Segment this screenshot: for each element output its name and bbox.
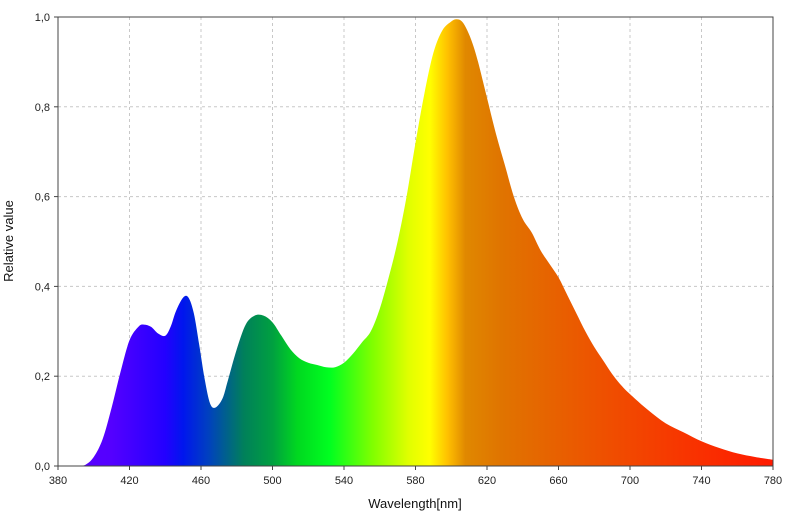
- y-tick-label: 0,2: [35, 371, 50, 383]
- x-axis: 380 420 460 500 540 580 620 660 700 740 780: [49, 466, 782, 487]
- x-tick-label: 500: [263, 475, 281, 487]
- x-tick-label: 380: [49, 475, 67, 487]
- x-tick-label: 700: [621, 475, 639, 487]
- y-axis: 0,0 0,2 0,4 0,6 0,8 1,0: [35, 12, 58, 473]
- x-tick-label: 620: [478, 475, 496, 487]
- x-tick-label: 780: [764, 475, 782, 487]
- x-tick-label: 420: [120, 475, 138, 487]
- x-tick-label: 460: [192, 475, 210, 487]
- y-tick-label: 0,6: [35, 192, 50, 204]
- y-tick-label: 0,8: [35, 102, 50, 114]
- y-tick-label: 0,4: [35, 281, 50, 293]
- x-tick-label: 580: [406, 475, 424, 487]
- y-tick-label: 1,0: [35, 12, 50, 24]
- x-tick-label: 660: [549, 475, 567, 487]
- x-tick-label: 540: [335, 475, 353, 487]
- y-axis-title: Relative value: [1, 200, 16, 282]
- x-tick-label: 740: [692, 475, 710, 487]
- grid: [58, 17, 773, 466]
- spectrum-area: [58, 19, 773, 467]
- x-axis-title: Wavelength[nm]: [368, 496, 461, 511]
- y-tick-label: 0,0: [35, 461, 50, 473]
